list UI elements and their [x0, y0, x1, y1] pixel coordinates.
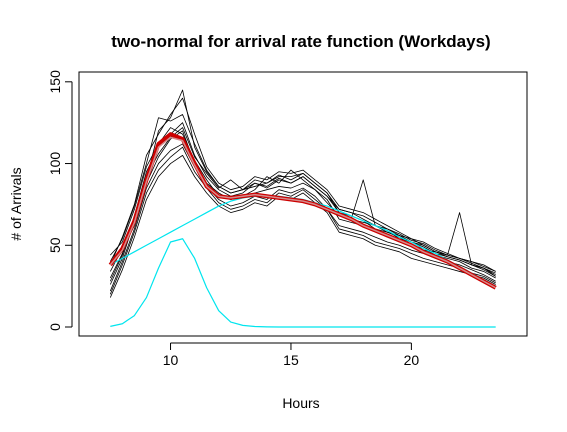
- x-axis: 10 15 20: [163, 342, 420, 368]
- chart-title: two-normal for arrival rate function (Wo…: [111, 32, 490, 51]
- normal-component-line-2: [110, 195, 496, 287]
- x-axis-label: Hours: [282, 395, 319, 411]
- y-tick-label: 150: [47, 70, 63, 94]
- series-layer: [108, 89, 497, 328]
- x-tick-label: 10: [163, 352, 179, 368]
- fitted-rate-line: [108, 132, 497, 290]
- plot-box: [78, 71, 528, 337]
- daily-arrivals-line-4: [109, 154, 496, 298]
- y-axis-label: # of Arrivals: [8, 167, 24, 240]
- smoothed-rate-line: [109, 136, 497, 289]
- daily-arrivals-line-9: [109, 146, 496, 295]
- y-tick-label: 50: [47, 237, 63, 253]
- x-tick-label: 20: [404, 352, 420, 368]
- daily-arrivals-line-10: [109, 114, 496, 272]
- x-tick-label: 15: [283, 352, 299, 368]
- y-tick-label: 0: [47, 323, 63, 331]
- y-tick-label: 100: [47, 152, 63, 176]
- normal-component-line-1: [110, 238, 496, 328]
- y-axis: 0 50 100 150: [47, 70, 73, 331]
- daily-arrivals-line-3: [109, 97, 496, 272]
